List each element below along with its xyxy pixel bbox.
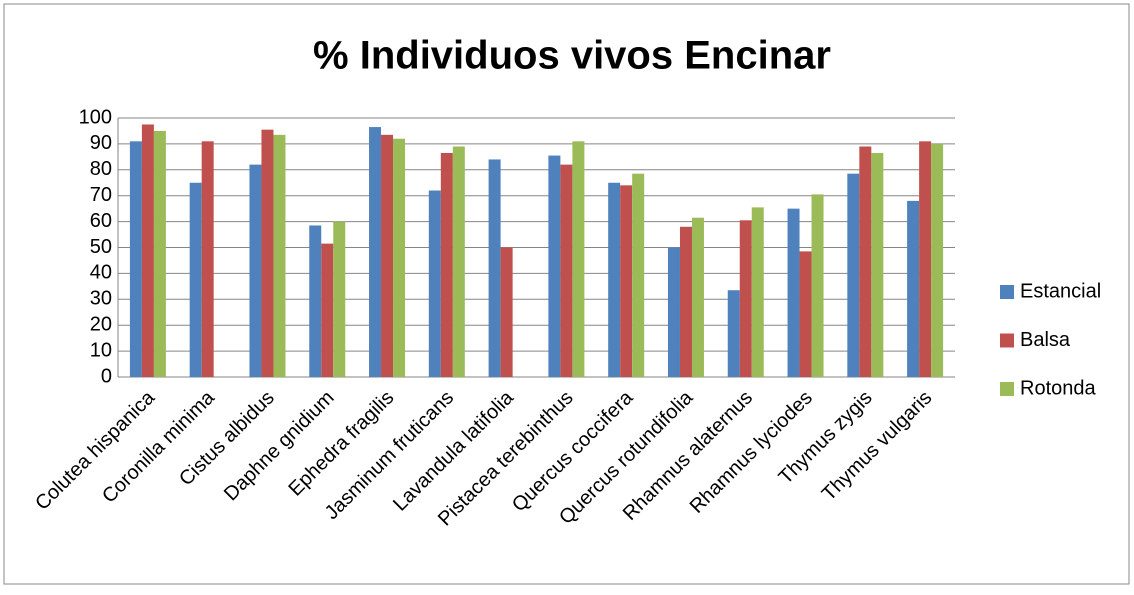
y-tick-label: 50 [90,236,112,258]
bar [488,159,501,377]
y-tick-label: 10 [90,339,112,361]
y-tick-label: 0 [101,365,112,387]
bar [811,194,824,377]
legend-label: Balsa [1020,329,1071,351]
bar [608,182,621,377]
bar [620,185,633,377]
bar [931,143,944,377]
bar [440,152,453,377]
y-tick-label: 90 [90,132,112,154]
bar [393,138,406,377]
bar [309,225,322,377]
bar [871,152,884,377]
bar [739,220,752,377]
bar [249,164,262,377]
legend-label: Rotonda [1020,377,1096,399]
bar [333,221,346,377]
legend-swatch [1000,382,1014,396]
bar [548,155,561,377]
bar [452,146,465,377]
bar [907,200,920,377]
bar [261,129,274,377]
bar [369,127,382,377]
bar [201,141,214,377]
bar [572,141,585,377]
bar [560,164,573,377]
legend-swatch [1000,333,1014,348]
bar [129,141,142,377]
bar [799,251,812,377]
y-tick-label: 40 [90,262,112,284]
legend-label: Estancial [1020,280,1101,302]
y-tick-label: 70 [90,184,112,206]
legend-swatch [1000,285,1014,299]
bar [141,124,154,377]
bar [500,247,513,377]
y-tick-label: 100 [79,106,112,128]
y-tick-label: 80 [90,158,112,180]
bar [787,208,800,377]
bar [428,190,441,377]
bar [679,226,692,377]
y-tick-label: 20 [90,313,112,335]
y-tick-label: 30 [90,288,112,310]
bar [273,134,286,377]
bar [321,243,334,377]
y-tick-label: 60 [90,210,112,232]
bar [919,141,932,377]
bar [153,130,166,377]
bar [381,134,394,377]
chart-title: % Individuos vivos Encinar [313,34,831,78]
bar [632,173,645,377]
bar [189,182,202,377]
bar [667,247,680,377]
bar [859,146,872,377]
bar [691,217,704,377]
bar [727,290,740,377]
bar [751,207,764,377]
bar [847,173,860,377]
